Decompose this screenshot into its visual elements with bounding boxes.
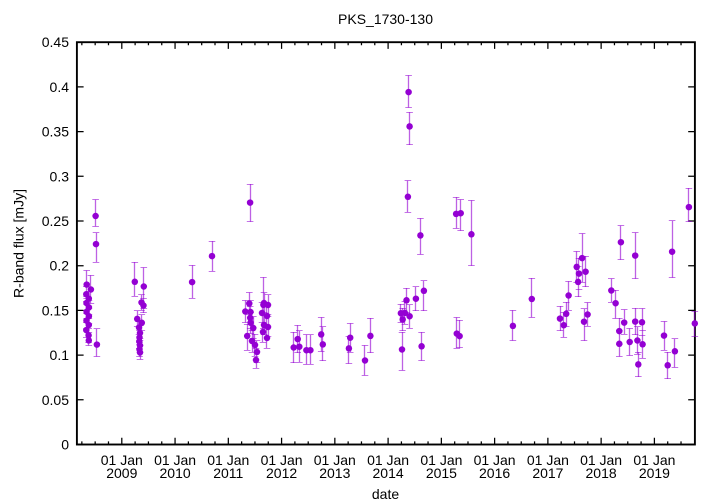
svg-text:0.45: 0.45 <box>42 34 69 50</box>
svg-text:2010: 2010 <box>160 465 191 481</box>
svg-text:01 Jan: 01 Jan <box>580 452 622 468</box>
svg-text:0.4: 0.4 <box>50 79 70 95</box>
svg-text:date: date <box>372 486 399 502</box>
svg-text:0.25: 0.25 <box>42 213 69 229</box>
svg-text:01 Jan: 01 Jan <box>314 452 356 468</box>
svg-text:2011: 2011 <box>213 465 243 481</box>
svg-text:PKS_1730-130: PKS_1730-130 <box>338 11 433 27</box>
svg-text:01 Jan: 01 Jan <box>261 452 303 468</box>
svg-text:2014: 2014 <box>373 465 404 481</box>
svg-text:0.3: 0.3 <box>50 168 70 184</box>
svg-text:01 Jan: 01 Jan <box>154 452 196 468</box>
svg-text:2019: 2019 <box>639 465 670 481</box>
svg-text:2012: 2012 <box>266 465 297 481</box>
svg-text:01 Jan: 01 Jan <box>101 452 143 468</box>
svg-text:0.1: 0.1 <box>50 347 70 363</box>
svg-text:01 Jan: 01 Jan <box>420 452 462 468</box>
svg-text:2018: 2018 <box>586 465 617 481</box>
svg-text:0.2: 0.2 <box>50 258 70 274</box>
svg-text:01 Jan: 01 Jan <box>474 452 516 468</box>
svg-text:0.35: 0.35 <box>42 124 69 140</box>
svg-text:01 Jan: 01 Jan <box>633 452 675 468</box>
svg-text:0: 0 <box>61 437 69 453</box>
svg-text:2009: 2009 <box>106 465 137 481</box>
svg-text:2016: 2016 <box>479 465 510 481</box>
svg-text:2015: 2015 <box>426 465 457 481</box>
svg-text:01 Jan: 01 Jan <box>207 452 249 468</box>
svg-text:01 Jan: 01 Jan <box>527 452 569 468</box>
svg-text:01 Jan: 01 Jan <box>367 452 409 468</box>
svg-text:2013: 2013 <box>319 465 350 481</box>
svg-text:0.15: 0.15 <box>42 302 69 318</box>
svg-text:0.05: 0.05 <box>42 392 69 408</box>
svg-text:R-band flux [mJy]: R-band flux [mJy] <box>10 189 26 298</box>
svg-text:2017: 2017 <box>532 465 563 481</box>
